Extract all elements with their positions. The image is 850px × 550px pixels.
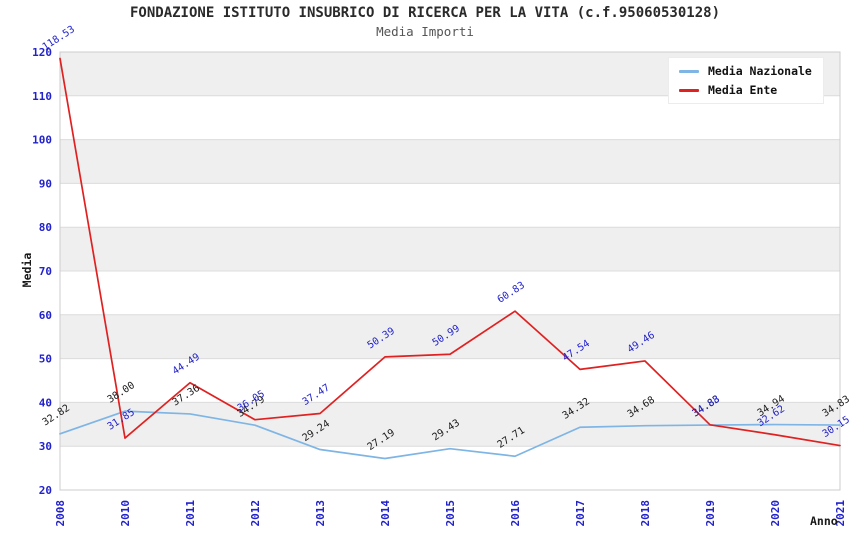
x-tick-label: 2016 xyxy=(509,500,522,527)
point-label: 60.83 xyxy=(496,280,527,306)
y-tick-label: 20 xyxy=(39,484,52,497)
legend-label-media-nazionale: Media Nazionale xyxy=(708,64,812,78)
plot-band xyxy=(60,314,840,359)
legend-item-media-nazionale: Media Nazionale xyxy=(679,64,812,78)
y-tick-label: 90 xyxy=(39,177,52,190)
chart-subtitle: Media Importi xyxy=(376,24,474,39)
y-axis-title: Media xyxy=(20,252,34,288)
y-tick-label: 80 xyxy=(39,221,52,234)
x-tick-label: 2013 xyxy=(314,500,327,527)
y-tick-label: 120 xyxy=(32,46,52,59)
media-nazionale-line-swatch xyxy=(679,69,699,73)
x-tick-label: 2018 xyxy=(639,500,652,527)
x-tick-label: 2015 xyxy=(444,500,457,527)
x-tick-label: 2014 xyxy=(379,500,392,527)
media-ente-line-swatch xyxy=(679,88,699,92)
x-tick-label: 2017 xyxy=(574,500,587,527)
point-label: 118.53 xyxy=(41,24,77,53)
x-tick-label: 2010 xyxy=(119,500,132,527)
legend-item-media-ente: Media Ente xyxy=(679,83,812,97)
series-line-media-ente xyxy=(59,57,841,447)
chart-title: FONDAZIONE ISTITUTO INSUBRICO DI RICERCA… xyxy=(129,5,720,21)
x-tick-label: 2019 xyxy=(704,500,717,527)
point-label: 38.00 xyxy=(106,380,137,406)
legend: Media Nazionale Media Ente xyxy=(668,57,824,104)
plot-band xyxy=(60,227,840,271)
y-tick-label: 30 xyxy=(39,440,52,453)
plot-frame xyxy=(59,51,841,491)
x-tick-label: 2011 xyxy=(184,500,197,527)
x-axis-title: Anno xyxy=(810,514,838,528)
y-tick-label: 70 xyxy=(39,265,52,278)
y-tick-label: 60 xyxy=(39,309,52,322)
plot-band xyxy=(60,139,840,184)
legend-label-media-ente: Media Ente xyxy=(708,83,778,97)
x-tick-label: 2008 xyxy=(54,500,67,527)
y-tick-label: 40 xyxy=(39,396,52,409)
y-tick-label: 100 xyxy=(32,134,52,147)
y-tick-label: 110 xyxy=(32,90,52,103)
x-tick-label: 2012 xyxy=(249,500,262,527)
x-tick-label: 2021 xyxy=(834,500,847,527)
y-tick-label: 50 xyxy=(39,353,52,366)
x-tick-label: 2020 xyxy=(769,500,782,527)
